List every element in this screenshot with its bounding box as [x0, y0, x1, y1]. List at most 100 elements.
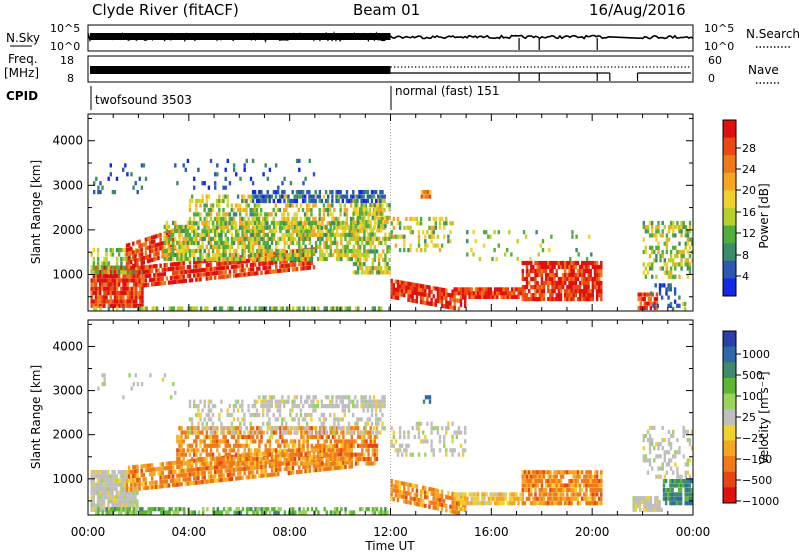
data-cell — [673, 291, 677, 296]
power-colorbar-label: Power [dB] — [757, 183, 771, 248]
data-cell — [203, 448, 206, 453]
data-cell — [325, 466, 328, 472]
data-cell — [174, 244, 177, 249]
data-cell — [207, 466, 211, 471]
data-cell — [118, 299, 121, 304]
data-cell — [211, 228, 215, 233]
data-cell — [144, 176, 148, 181]
data-cell — [180, 274, 183, 279]
data-cell — [276, 399, 280, 404]
data-cell — [230, 421, 234, 426]
data-cell — [361, 261, 364, 267]
data-cell — [479, 291, 482, 296]
data-cell — [248, 306, 251, 311]
data-cell — [457, 291, 461, 296]
data-cell — [566, 272, 569, 278]
data-cell — [274, 417, 277, 422]
data-cell — [291, 470, 295, 475]
data-cell — [239, 240, 242, 245]
data-cell — [329, 236, 332, 241]
data-cell — [266, 408, 269, 413]
data-cell — [96, 303, 100, 308]
data-cell — [260, 248, 263, 254]
data-cell — [274, 194, 278, 199]
data-cell — [359, 245, 362, 250]
data-cell — [264, 468, 267, 474]
data-cell — [383, 194, 386, 199]
data-cell — [237, 471, 240, 476]
data-cell — [101, 185, 104, 190]
data-cell — [464, 303, 467, 308]
data-cell — [285, 225, 288, 230]
data-cell — [258, 266, 261, 271]
data-cell — [184, 472, 187, 478]
data-cell — [224, 443, 227, 448]
data-cell — [283, 252, 286, 258]
data-cell — [350, 443, 353, 448]
data-cell — [354, 194, 357, 199]
data-cell — [289, 412, 292, 418]
data-cell — [258, 244, 261, 249]
data-cell — [188, 430, 192, 435]
data-cell — [141, 303, 144, 308]
data-cell — [661, 254, 664, 259]
data-cell — [356, 434, 360, 440]
nsky-right-tick-bottom: 10^0 — [704, 40, 734, 53]
data-cell — [593, 268, 597, 274]
data-cell — [254, 430, 257, 435]
data-cell — [551, 268, 554, 274]
data-cell — [283, 417, 286, 422]
data-cell — [195, 277, 198, 282]
data-cell — [680, 249, 683, 255]
data-cell — [216, 443, 219, 448]
data-cell — [308, 158, 311, 163]
data-cell — [647, 297, 650, 302]
data-cell — [354, 439, 358, 444]
data-cell — [367, 240, 370, 246]
data-cell — [121, 474, 125, 479]
data-cell — [117, 499, 120, 504]
data-cell — [551, 285, 554, 290]
data-cell — [415, 248, 419, 253]
data-cell — [144, 246, 148, 251]
data-cell — [123, 486, 127, 491]
data-cell — [235, 232, 238, 237]
data-cell — [322, 207, 326, 213]
data-cell — [195, 240, 198, 245]
data-cell — [644, 229, 648, 234]
data-cell — [491, 294, 495, 299]
data-cell — [239, 176, 242, 181]
data-cell — [180, 461, 183, 466]
data-cell — [281, 259, 284, 264]
data-cell — [312, 463, 316, 468]
data-cell — [148, 463, 152, 468]
data-cell — [139, 286, 142, 291]
data-cell — [132, 465, 135, 470]
data-cell — [665, 291, 668, 296]
data-cell — [327, 453, 330, 458]
data-cell — [111, 291, 115, 296]
data-cell — [103, 490, 106, 496]
data-cell — [310, 225, 313, 230]
data-cell — [287, 203, 290, 208]
data-cell — [258, 190, 261, 195]
data-cell — [381, 207, 384, 213]
data-cell — [251, 158, 255, 163]
data-cell — [667, 303, 670, 308]
data-cell — [358, 194, 361, 199]
data-cell — [302, 181, 305, 186]
data-cell — [350, 461, 353, 466]
data-cell — [224, 256, 227, 262]
data-cell — [95, 176, 98, 181]
data-cell — [254, 439, 257, 444]
data-cell — [249, 220, 253, 225]
data-cell — [243, 228, 246, 233]
data-cell — [321, 248, 324, 254]
data-cell — [211, 252, 215, 258]
data-cell — [365, 249, 368, 254]
data-cell — [361, 439, 364, 444]
data-cell — [340, 439, 343, 444]
data-cell — [356, 249, 360, 254]
data-cell — [161, 462, 164, 467]
data-cell — [289, 181, 293, 186]
